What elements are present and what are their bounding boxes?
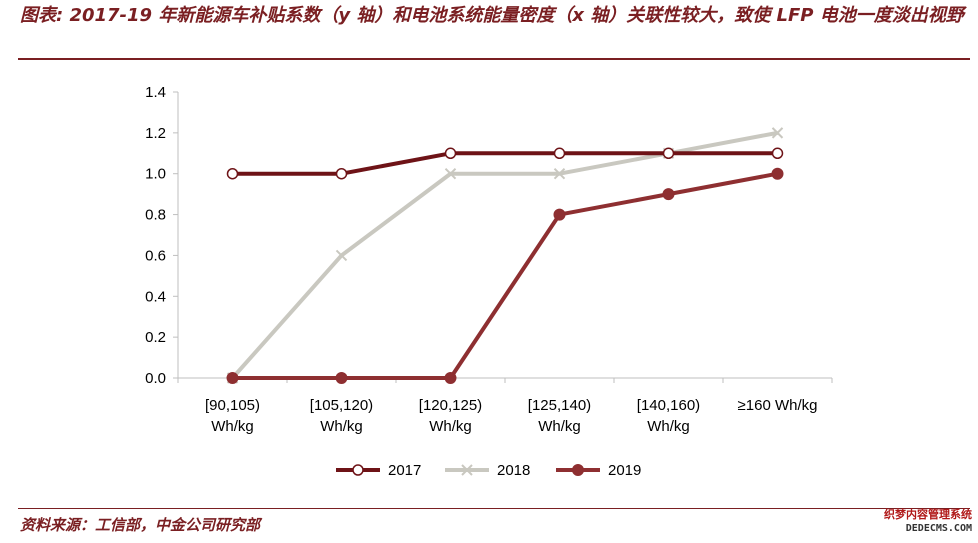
data-point-marker: [444, 168, 457, 180]
data-point-marker: [335, 249, 348, 262]
data-point-marker: [771, 167, 784, 180]
x-tick-label: Wh/kg: [538, 418, 581, 435]
data-point-marker: [662, 147, 675, 160]
data-point-marker: [335, 372, 348, 384]
data-point-marker: [771, 147, 784, 160]
data-point-marker: [553, 208, 566, 221]
data-point-marker: [572, 464, 584, 476]
data-point-marker: [444, 372, 457, 384]
watermark: 织梦内容管理系统 DEDECMS.COM: [884, 508, 972, 536]
legend: 2017 2018 2019: [336, 462, 641, 479]
data-point-marker: [226, 372, 239, 384]
legend-label-2017: 2017: [388, 462, 421, 479]
data-point-marker: [444, 147, 457, 160]
x-tick-label: [125,140): [528, 397, 591, 414]
y-tick-label: 0.0: [145, 370, 166, 387]
legend-label-2018: 2018: [497, 462, 530, 479]
title-divider: [18, 58, 970, 60]
x-tick-label: Wh/kg: [429, 418, 472, 435]
line-chart: 0.0 0.2 0.4 0.6 0.8 1.0 1.2 1.4 [90,105) Wh/kg [1…: [145, 84, 833, 479]
x-tick-label: Wh/kg: [647, 418, 690, 435]
x-tick-label: Wh/kg: [211, 418, 254, 435]
data-point-marker: [226, 167, 239, 180]
y-tick-label: 0.4: [145, 288, 166, 305]
data-point-marker: [553, 147, 566, 160]
source-note: 资料来源：工信部，中金公司研究部: [20, 516, 261, 534]
data-point-marker: [771, 127, 784, 139]
x-tick-label: [90,105): [205, 397, 260, 414]
x-tick-label: ≥160 Wh/kg: [738, 397, 818, 414]
series-line-2018: [231, 130, 778, 380]
y-tick-label: 0.8: [145, 207, 166, 224]
x-tick-label: [120,125): [419, 397, 482, 414]
y-tick-label: 1.4: [145, 84, 166, 101]
y-tick-label: 0.2: [145, 329, 166, 346]
y-tick-label: 0.6: [145, 247, 166, 264]
data-point-marker: [662, 188, 675, 201]
data-point-marker: [352, 464, 364, 476]
series-line-2019: [232, 171, 778, 380]
data-point-marker: [553, 168, 566, 180]
x-axis: [90,105) Wh/kg [105,120) Wh/kg [120,125) Wh/k…: [177, 377, 833, 435]
y-tick-label: 1.0: [145, 166, 166, 183]
y-tick-label: 1.2: [145, 125, 166, 142]
data-point-marker: [335, 167, 348, 180]
y-axis: 0.0 0.2 0.4 0.6 0.8 1.0 1.2 1.4: [145, 84, 179, 387]
series-line-2017: [232, 151, 778, 176]
watermark-url: DEDECMS.COM: [905, 523, 972, 534]
x-tick-label: Wh/kg: [320, 418, 363, 435]
x-tick-label: [140,160): [637, 397, 700, 414]
watermark-cn: 织梦内容管理系统: [884, 508, 972, 521]
data-point-marker: [461, 464, 473, 476]
series-group: [226, 127, 784, 384]
chart-title-text: 图表: 2017-19 年新能源车补贴系数（y 轴）和电池系统能量密度（x 轴）…: [20, 5, 964, 26]
source-divider: [18, 508, 970, 509]
x-tick-label: [105,120): [310, 397, 373, 414]
legend-label-2019: 2019: [608, 462, 641, 479]
